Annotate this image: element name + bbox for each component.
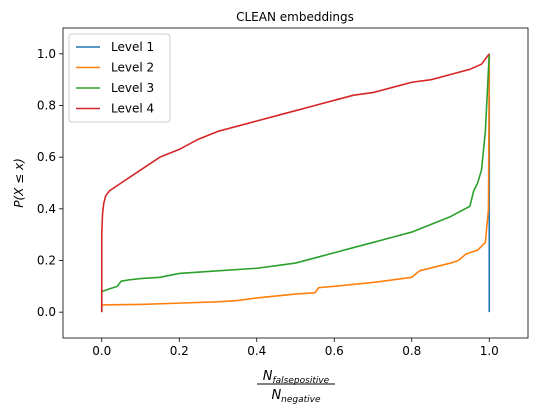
x-tick-label: 0.6: [325, 344, 344, 358]
x-axis-label: Nfalsepositive Nnegative: [257, 369, 335, 405]
y-tick-label: 0.2: [37, 254, 56, 268]
legend-label: Level 4: [111, 102, 154, 116]
y-tick-label: 0.8: [37, 99, 56, 113]
series-line-level-2: [100, 53, 491, 313]
series-line-level-3: [100, 53, 491, 313]
x-tick-label: 0.2: [170, 344, 189, 358]
chart-title: CLEAN embeddings: [236, 10, 354, 24]
legend: Level 1 Level 2 Level 3 Level 4: [68, 33, 171, 123]
x-tick-label: 0.8: [402, 344, 421, 358]
legend-label: Level 3: [111, 81, 154, 95]
plot-frame: [62, 27, 529, 339]
y-tick-label: 1.0: [37, 47, 56, 61]
x-axis-label-denominator: Nnegative: [271, 388, 321, 405]
legend-label: Level 1: [111, 40, 154, 54]
legend-label: Level 2: [111, 61, 154, 75]
series-line-level-4: [100, 53, 490, 313]
y-tick-label: 0.4: [37, 202, 56, 216]
legend-frame: [68, 33, 171, 123]
x-axis-label-numerator: Nfalsepositive: [263, 369, 330, 386]
x-tick-label: 1.0: [480, 344, 499, 358]
y-tick-label: 0.6: [37, 150, 56, 164]
x-tick-label: 0.4: [247, 344, 266, 358]
y-axis-label: P(X ≤ x): [12, 158, 26, 208]
y-tick-label: 0.0: [37, 305, 56, 319]
x-tick-label: 0.0: [92, 344, 111, 358]
